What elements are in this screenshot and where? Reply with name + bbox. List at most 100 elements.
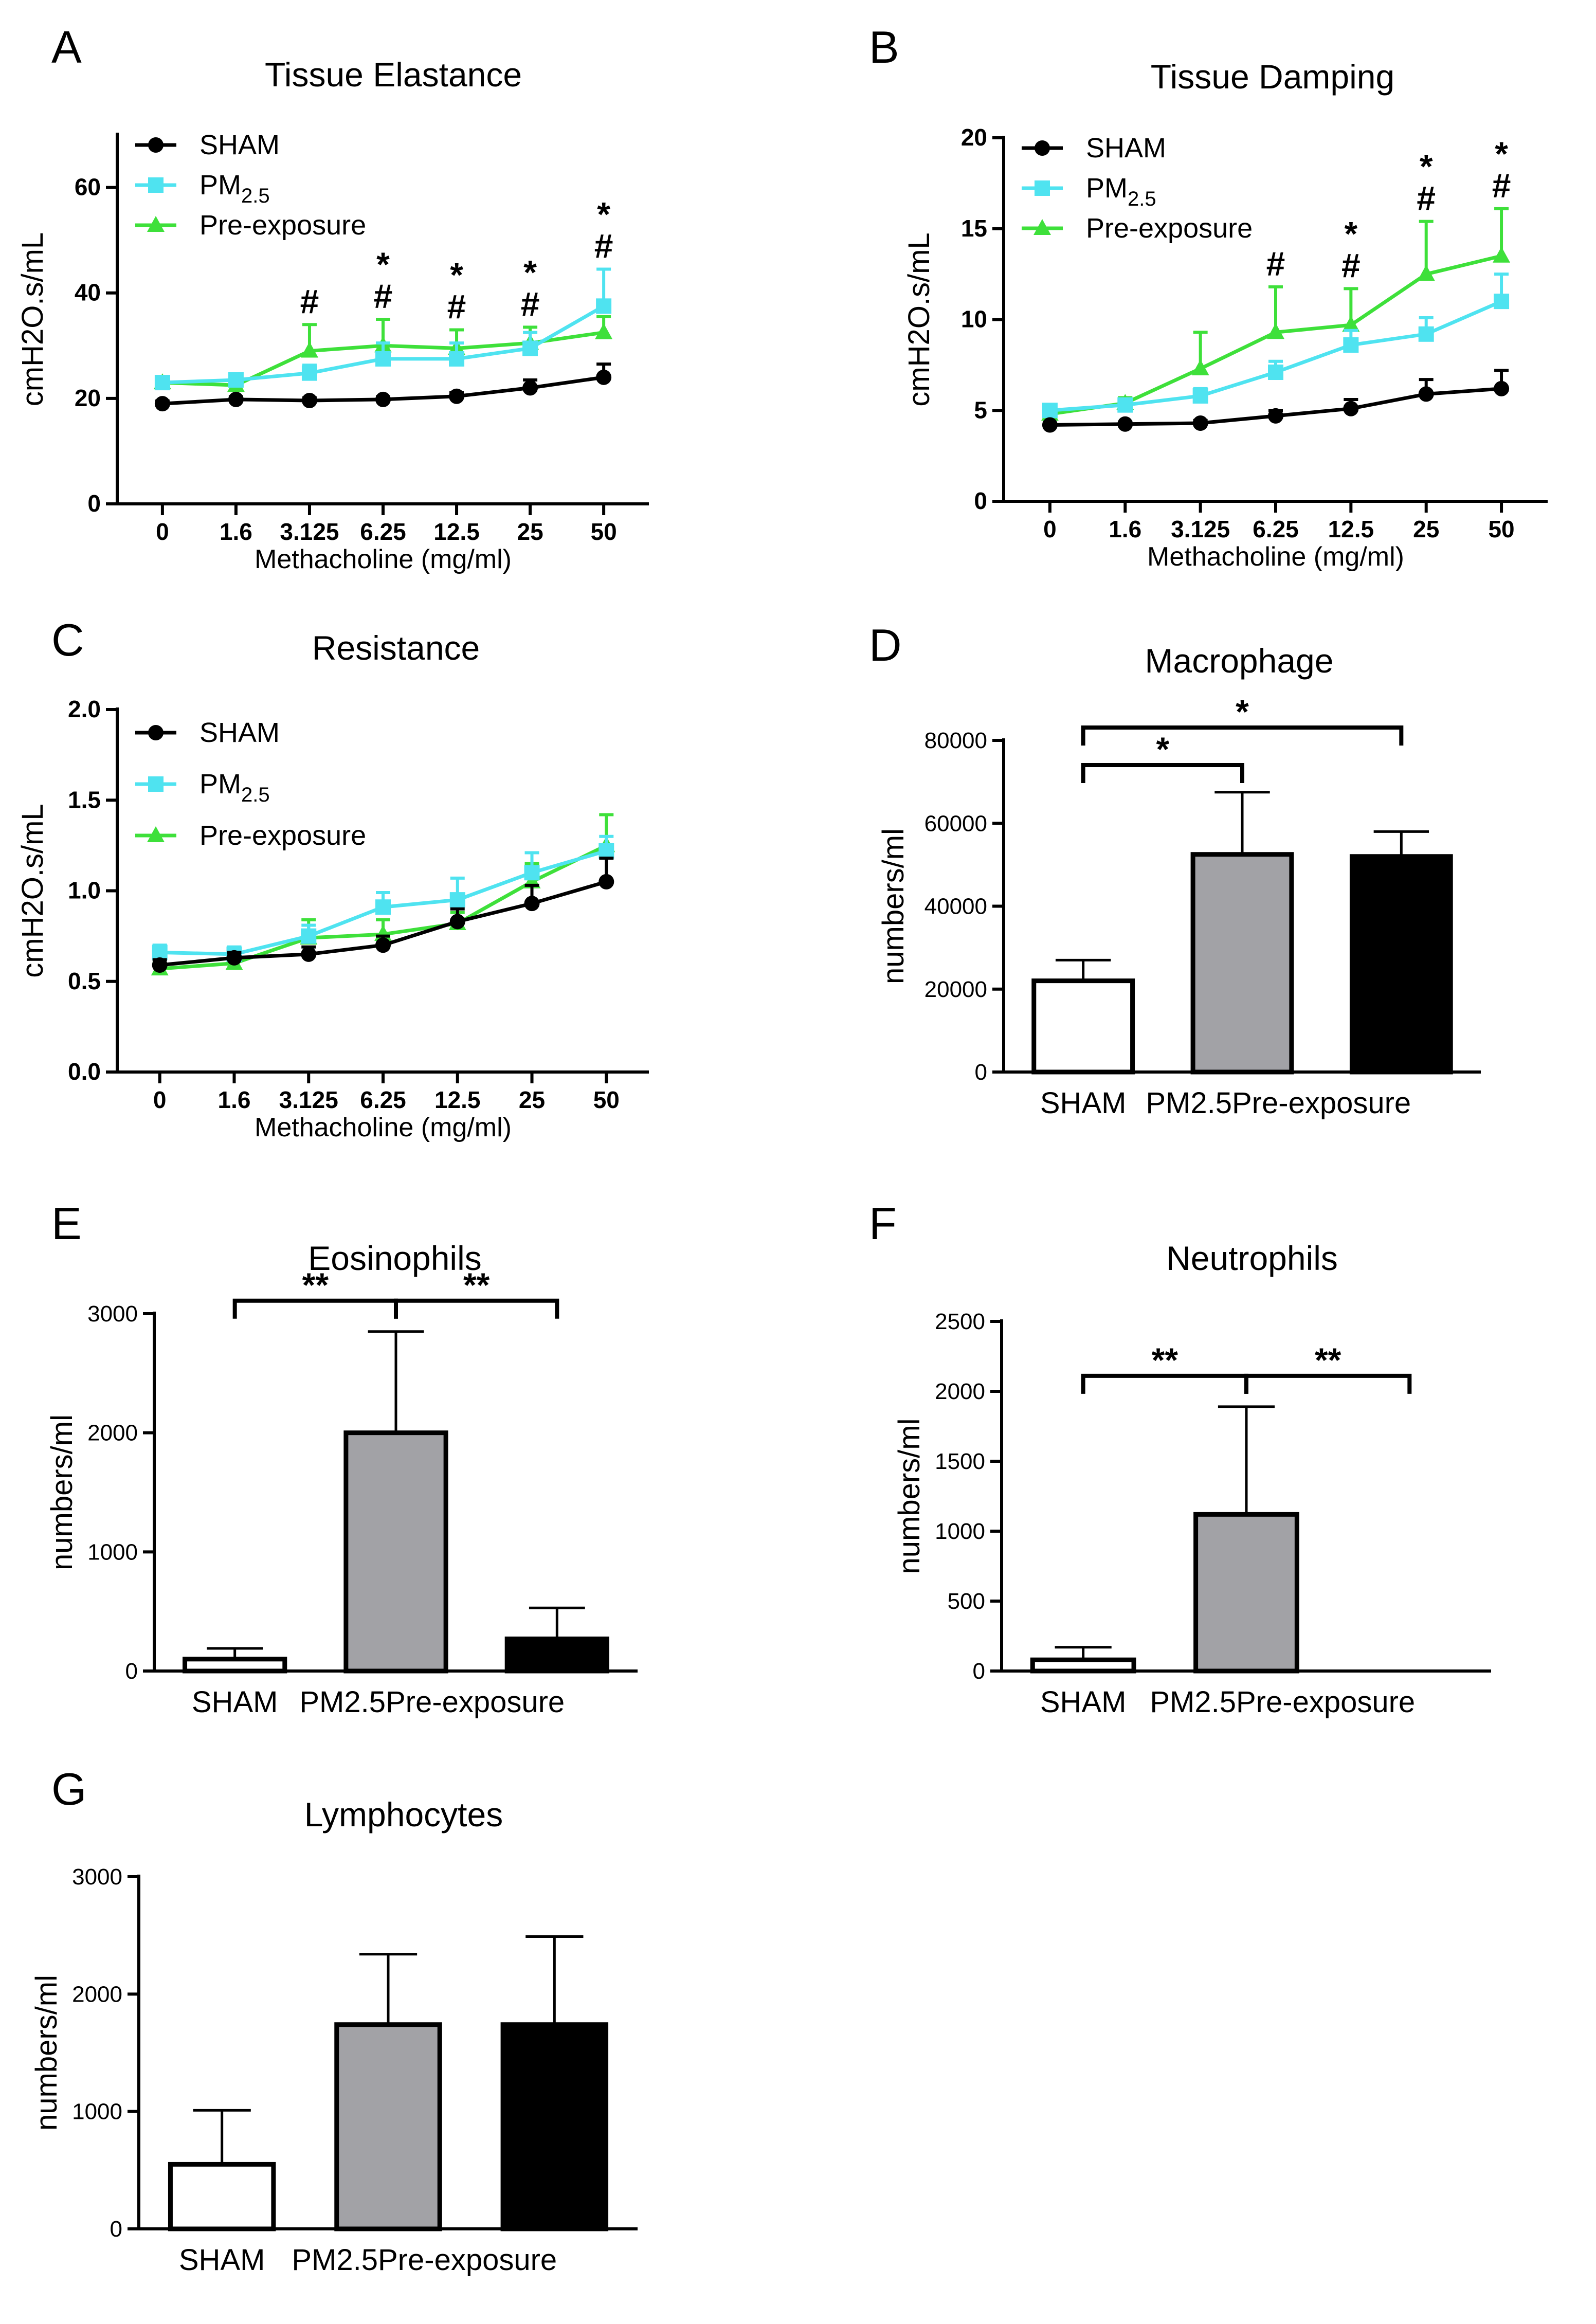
significance-bracket: * [1081, 693, 1404, 746]
star-annotation: * [450, 256, 463, 294]
star-annotation: * [1420, 148, 1433, 186]
data-point [1267, 323, 1284, 339]
legend-label-text: SHAM [199, 717, 280, 748]
data-point [300, 341, 318, 358]
legend-label-text: PM [199, 769, 241, 800]
x-tick-label: 6.25 [1253, 516, 1299, 542]
star-annotation: * [1345, 214, 1358, 252]
y-tick-label: 20 [961, 124, 987, 151]
data-point [1343, 337, 1359, 353]
data-point [1042, 417, 1058, 433]
bar-bar_pre [504, 1636, 609, 1674]
x-tick-label: 6.25 [360, 518, 406, 545]
legend-label-text: SHAM [1086, 133, 1166, 164]
x-tick-label: PM2.5 [1150, 1685, 1236, 1719]
x-tick-label: PM2.5 [292, 2243, 378, 2277]
data-point [375, 351, 391, 367]
hash-annotation: # [521, 285, 540, 323]
star-annotation: * [376, 245, 390, 283]
y-tick-label: 0 [973, 1659, 985, 1684]
y-tick-label: 80000 [924, 728, 987, 753]
legend-label-subscript: 2.5 [241, 185, 270, 207]
data-point [1342, 316, 1360, 332]
data-point [598, 843, 614, 859]
x-tick-label: 1.6 [218, 1086, 251, 1113]
x-tick-label: Pre-exposure [1236, 1685, 1415, 1719]
legend-marker [148, 177, 164, 193]
hash-annotation: # [300, 282, 319, 320]
y-tick-label: 0 [87, 490, 101, 517]
y-tick-label: 2000 [72, 1982, 122, 2007]
data-point [301, 928, 317, 944]
panel-title: Resistance [312, 629, 480, 667]
significance-label: ** [463, 1266, 490, 1304]
y-tick-label: 500 [948, 1589, 985, 1614]
legend-label-subscript: 2.5 [241, 784, 270, 806]
y-tick-label: 1.5 [68, 786, 101, 813]
legend-item-pm25: PM2.5 [1022, 173, 1156, 210]
bracket-line [1081, 725, 1404, 746]
bar-bar_pm25 [343, 1430, 448, 1674]
bar-bar_pre [500, 2022, 609, 2231]
panel-e: 0 1000 2000 3000 numbers/ml SHAM PM2.5 Pre-expo… [45, 1266, 638, 1719]
legend-label: Pre-exposure [199, 820, 366, 851]
x-tick-label: SHAM [1040, 1685, 1127, 1719]
legend-item-pm25: PM2.5 [135, 170, 270, 207]
x-tick-label: PM2.5 [299, 1685, 386, 1719]
data-point [1192, 388, 1208, 404]
panel-g: 0 1000 2000 3000 numbers/ml SHAM PM2.5 Pre-expo… [30, 1864, 638, 2277]
y-tick-label: 10 [961, 306, 987, 333]
y-axis-label: numbers/ml [877, 828, 910, 984]
data-point [1191, 359, 1209, 375]
data-point [524, 896, 540, 912]
legend-label-text: PM [1086, 173, 1128, 204]
legend-label-text: Pre-exposure [199, 210, 366, 241]
x-tick-label: 3.125 [279, 1086, 338, 1113]
y-tick-label: 0 [975, 1060, 987, 1085]
data-point [449, 351, 465, 367]
x-axis-label: Methacholine (mg/ml) [255, 544, 512, 574]
series-sham [1042, 369, 1510, 433]
bar-bar_pm25 [1193, 1512, 1299, 1674]
panel-letter: C [51, 614, 84, 665]
y-tick-label: 2000 [87, 1421, 138, 1446]
data-point [522, 380, 538, 396]
data-point [152, 957, 168, 973]
legend-marker [1035, 180, 1050, 196]
x-tick-label: 12.5 [1328, 516, 1374, 542]
hash-annotation: # [594, 227, 613, 265]
legend-marker [148, 776, 164, 792]
bar-bar_sham [168, 2162, 276, 2231]
legend-label-text: PM [199, 170, 241, 201]
x-tick-label: Pre-exposure [1232, 1086, 1411, 1120]
series-pm25 [154, 267, 612, 391]
panel-title: Neutrophils [1166, 1239, 1338, 1277]
legend-item-pre: Pre-exposure [135, 820, 366, 851]
legend-label: Pre-exposure [1086, 213, 1253, 244]
y-axis-label: cmH2O.s/mL [16, 232, 49, 406]
panel-title: Tissue Elastance [265, 56, 522, 94]
panel-c: 0.0 0.5 1.0 1.5 2.0 cmH2O.s/mL 0 1.6 3.125 6.25 12… [16, 696, 649, 1142]
series-sham [154, 362, 612, 412]
significance-label: ** [302, 1266, 329, 1304]
x-tick-label: 50 [591, 518, 617, 545]
y-tick-label: 0.0 [68, 1058, 101, 1085]
legend-marker [147, 826, 165, 842]
x-tick-label: 25 [1413, 516, 1439, 542]
hash-annotation: # [447, 288, 466, 326]
significance-bracket: ** [1081, 1341, 1248, 1394]
panel-title: Lymphocytes [304, 1795, 503, 1833]
x-tick-label: 0 [1043, 516, 1057, 542]
y-tick-label: 0 [110, 2217, 122, 2242]
legend-label-text: SHAM [199, 130, 280, 160]
legend-item-pre: Pre-exposure [1022, 213, 1253, 244]
y-tick-label: 1000 [87, 1539, 138, 1565]
data-point [522, 340, 538, 356]
data-point [1117, 416, 1133, 432]
panel-title: Tissue Damping [1151, 58, 1394, 96]
hash-annotation: # [1341, 246, 1361, 284]
x-tick-label: 25 [519, 1086, 545, 1113]
y-axis-label: numbers/ml [30, 1975, 63, 2131]
